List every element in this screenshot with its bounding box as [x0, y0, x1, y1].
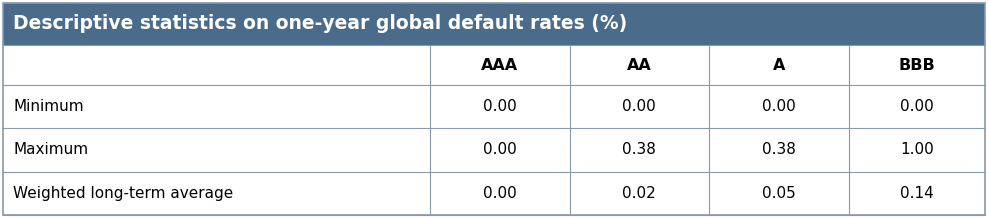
Text: 0.00: 0.00 [622, 99, 656, 114]
Text: 0.38: 0.38 [762, 143, 795, 157]
Text: Descriptive statistics on one-year global default rates (%): Descriptive statistics on one-year globa… [13, 15, 627, 34]
Bar [3, 45, 985, 85]
Text: 0.00: 0.00 [483, 99, 517, 114]
Bar [3, 3, 985, 45]
Bar [3, 128, 985, 172]
Text: A: A [773, 58, 785, 73]
Text: Weighted long-term average: Weighted long-term average [13, 186, 233, 201]
Text: 1.00: 1.00 [900, 143, 934, 157]
Text: Minimum: Minimum [13, 99, 84, 114]
Text: 0.38: 0.38 [622, 143, 656, 157]
Text: AA: AA [627, 58, 652, 73]
Text: 0.00: 0.00 [483, 143, 517, 157]
Bar [3, 85, 985, 128]
Text: Maximum: Maximum [13, 143, 88, 157]
Bar [3, 172, 985, 215]
Text: AAA: AAA [481, 58, 519, 73]
Text: 0.00: 0.00 [762, 99, 795, 114]
Text: 0.02: 0.02 [622, 186, 656, 201]
Text: 0.05: 0.05 [762, 186, 795, 201]
Text: 0.00: 0.00 [900, 99, 934, 114]
Text: 0.00: 0.00 [483, 186, 517, 201]
Text: 0.14: 0.14 [900, 186, 934, 201]
Text: BBB: BBB [898, 58, 935, 73]
